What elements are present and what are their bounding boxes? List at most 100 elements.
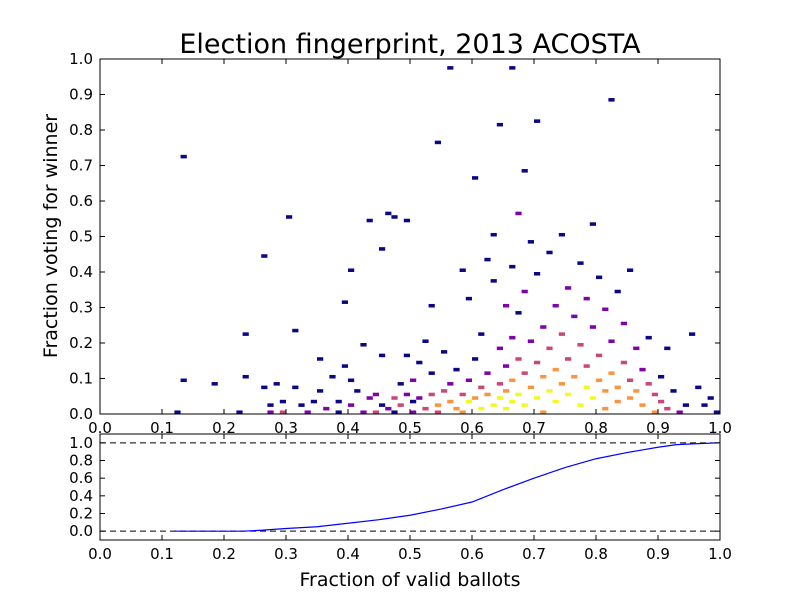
heatmap-cell [292,328,299,333]
heatmap-cell [589,222,596,226]
heatmap-cell [428,392,435,397]
cumulative-y-ticks: 0.00.20.40.60.81.0 [69,434,720,540]
heatmap-x-tick-label: 0.0 [88,419,112,437]
heatmap-cell [565,357,572,361]
heatmap-cell [236,410,243,414]
heatmap-cell [509,264,516,269]
heatmap-cell [472,176,479,180]
heatmap-y-tick-label: 0.0 [69,405,93,423]
heatmap-cell [509,335,516,340]
heatmap-cell [490,279,497,283]
heatmap-cell [546,250,553,255]
heatmap-x-tick-label: 0.6 [460,419,484,437]
heatmap-cell [695,385,702,390]
heatmap-cell [608,371,615,375]
heatmap-cell [496,396,503,400]
heatmap-cell [627,396,634,400]
heatmap-cell [577,343,584,347]
heatmap-cell [422,406,429,411]
cumulative-line [174,442,721,532]
cumulative-x-tick-label: 1.0 [708,545,732,563]
heatmap-cell [664,346,671,351]
heatmap-cell [496,382,503,386]
heatmap-cell [453,367,460,372]
heatmap-cell [267,410,274,414]
heatmap-cell [558,332,565,336]
heatmap-cell [434,410,441,414]
heatmap-cell [620,321,627,326]
heatmap-x-tick-label: 0.1 [150,419,174,437]
heatmap-cell [540,410,547,414]
heatmap-x-tick-label: 0.2 [212,419,236,437]
heatmap-cell [503,389,510,393]
heatmap-cell [515,357,522,361]
heatmap-cell [341,300,348,304]
heatmap-cell [174,410,181,414]
heatmap-cell [577,403,584,407]
heatmap-cell [596,353,603,358]
heatmap-cell [180,154,187,159]
heatmap-cell [534,272,541,276]
heatmap-cells [174,66,720,414]
heatmap-cell [348,378,355,383]
heatmap-cell [583,364,590,368]
heatmap-cell [515,392,522,397]
heatmap-cell [565,286,572,290]
heatmap-y-tick-label: 0.8 [69,121,93,139]
heatmap-cell [366,218,373,223]
heatmap-y-tick-label: 0.4 [69,263,93,281]
heatmap-x-tick-label: 0.3 [274,419,298,437]
heatmap-cell [509,66,516,70]
heatmap-cell [689,332,696,336]
cumulative-y-tick-label: 0.6 [69,469,93,487]
heatmap-cell [292,385,299,390]
heatmap-cell [639,403,646,407]
heatmap-cell [558,232,565,237]
heatmap-cell [348,268,355,272]
heatmap-cell [434,403,441,407]
heatmap-cell [596,275,603,280]
heatmap-cell [596,378,603,383]
cumulative-x-axis-label: Fraction of valid ballots [299,569,520,591]
heatmap-cell [410,378,417,383]
heatmap-cell [527,240,534,244]
heatmap-cell [664,406,671,411]
heatmap-cell [372,392,379,397]
heatmap-cell [310,399,317,404]
heatmap-cell [577,261,584,265]
heatmap-x-tick-label: 0.5 [398,419,422,437]
heatmap-x-ticks: 0.0 0.1 0.2 0.3 0.4 0.5 0.6 0.7 0.8 0.9 1.0 [88,59,732,437]
cumulative-x-tick-label: 0.0 [88,545,112,563]
heatmap-cell [546,346,553,351]
heatmap-cell [602,307,609,312]
heatmap-y-tick-label: 0.2 [69,334,93,352]
heatmap-cell [366,396,373,400]
heatmap-cell [428,371,435,375]
heatmap-cell [397,403,404,407]
heatmap-cell [403,392,410,397]
heatmap-cell [465,296,472,301]
heatmap-cell [651,392,658,397]
heatmap-cell [459,392,466,397]
heatmap-cell [503,303,510,308]
heatmap-cell [540,374,547,379]
heatmap-y-ticks: 0.0 0.1 0.2 0.3 0.4 0.5 0.6 0.7 0.8 0.9 1.0 [69,50,720,423]
heatmap-cell [534,396,541,400]
heatmap-cell [428,303,435,308]
heatmap-cell [478,332,485,336]
heatmap-cell [565,392,572,397]
heatmap-cell [707,396,714,400]
heatmap-cell [521,371,528,375]
cumulative-x-tick-label: 0.8 [584,545,608,563]
heatmap-cell [360,410,367,414]
heatmap-cell [441,389,448,393]
heatmap-cell [447,66,454,70]
heatmap-cell [583,385,590,390]
heatmap-cell [670,389,677,393]
heatmap-cell [540,325,547,329]
heatmap-cell [261,385,268,390]
heatmap-cell [242,374,249,379]
heatmap-cell [658,399,665,404]
heatmap-cell [552,399,559,404]
